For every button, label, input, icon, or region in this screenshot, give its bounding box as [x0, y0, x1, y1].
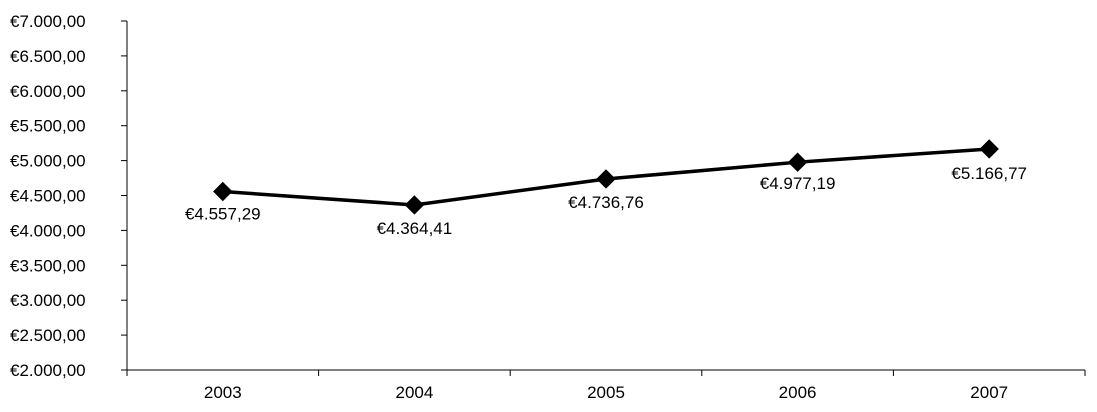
- y-tick-label: €5.000,00: [10, 152, 86, 171]
- x-tick-label: 2005: [587, 383, 625, 402]
- y-tick-label: €4.500,00: [10, 187, 86, 206]
- x-axis: 2003 2004 2005 2006 2007: [126, 369, 1086, 402]
- data-point-marker: [404, 195, 425, 215]
- y-tick-label: €2.000,00: [10, 361, 86, 380]
- data-point-marker: [596, 169, 616, 189]
- y-tick-label: €6.000,00: [10, 82, 86, 101]
- y-tick-label: €7.000,00: [10, 12, 86, 31]
- x-tick-label: 2007: [970, 383, 1008, 402]
- y-axis: €2.000,00 €2.500,00 €3.000,00 €3.500,00 €4.0…: [10, 12, 128, 380]
- series-line-group: [213, 139, 999, 215]
- data-labels: €4.557,29 €4.364,41 €4.736,76 €4.977,19 €5.1…: [185, 164, 1027, 238]
- y-tick-label: €3.500,00: [10, 256, 86, 275]
- data-point-marker: [787, 152, 808, 172]
- y-tick-label: €5.500,00: [10, 117, 86, 136]
- data-label: €4.736,76: [568, 193, 644, 212]
- y-tick-label: €3.000,00: [10, 291, 86, 310]
- data-point-marker: [979, 139, 999, 159]
- data-label: €5.166,77: [951, 164, 1027, 183]
- data-point-marker: [213, 181, 233, 202]
- y-tick-label: €6.500,00: [10, 47, 86, 66]
- x-tick-label: 2003: [204, 383, 242, 402]
- y-tick-label: €4.000,00: [10, 221, 86, 240]
- x-tick-label: 2006: [779, 383, 817, 402]
- data-label: €4.557,29: [185, 205, 261, 224]
- y-tick-label: €2.500,00: [10, 326, 86, 345]
- data-label: €4.364,41: [377, 219, 453, 238]
- data-label: €4.977,19: [760, 174, 836, 193]
- x-tick-label: 2004: [395, 383, 433, 402]
